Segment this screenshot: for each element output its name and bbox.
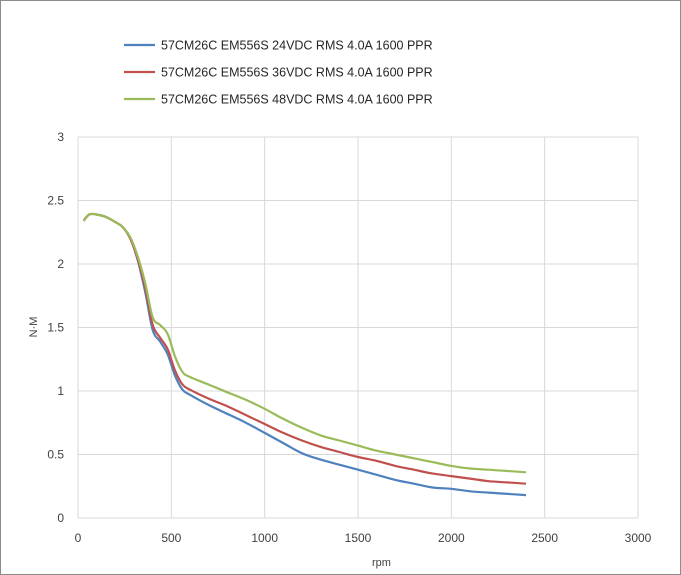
x-tick-label: 2000	[438, 531, 465, 545]
y-axis-label: N·M	[28, 317, 40, 338]
series-line-1	[82, 212, 527, 497]
tick-labels: 0 0.5 1 1.5 2 2.5 3 0 500 1000 1500 2000 2500 3000	[47, 130, 651, 545]
legend-label-3: 57CM26C EM556S 48VDC RMS 4.0A 1600 PPR	[161, 93, 433, 107]
series-line-2	[82, 212, 527, 485]
y-tick-label: 1.5	[47, 321, 64, 335]
y-tick-label: 2	[57, 257, 64, 271]
x-tick-label: 1000	[251, 531, 278, 545]
y-tick-label: 3	[57, 130, 64, 144]
y-tick-label: 1	[57, 384, 64, 398]
x-tick-label: 500	[161, 531, 181, 545]
legend-label-2: 57CM26C EM556S 36VDC RMS 4.0A 1600 PPR	[161, 66, 433, 80]
x-tick-label: 3000	[625, 531, 652, 545]
legend-label-1: 57CM26C EM556S 24VDC RMS 4.0A 1600 PPR	[161, 39, 433, 53]
x-tick-label: 1500	[345, 531, 372, 545]
y-tick-label: 0	[57, 511, 64, 525]
x-axis-label: rpm	[372, 557, 391, 569]
x-tick-label: 2500	[531, 531, 558, 545]
series-lines	[82, 212, 527, 497]
y-tick-label: 0.5	[47, 448, 64, 462]
legend: 57CM26C EM556S 24VDC RMS 4.0A 1600 PPR 57…	[124, 39, 433, 107]
x-tick-label: 0	[75, 531, 82, 545]
grid	[77, 136, 639, 519]
y-tick-label: 2.5	[47, 194, 64, 208]
series-line-3	[82, 212, 527, 474]
